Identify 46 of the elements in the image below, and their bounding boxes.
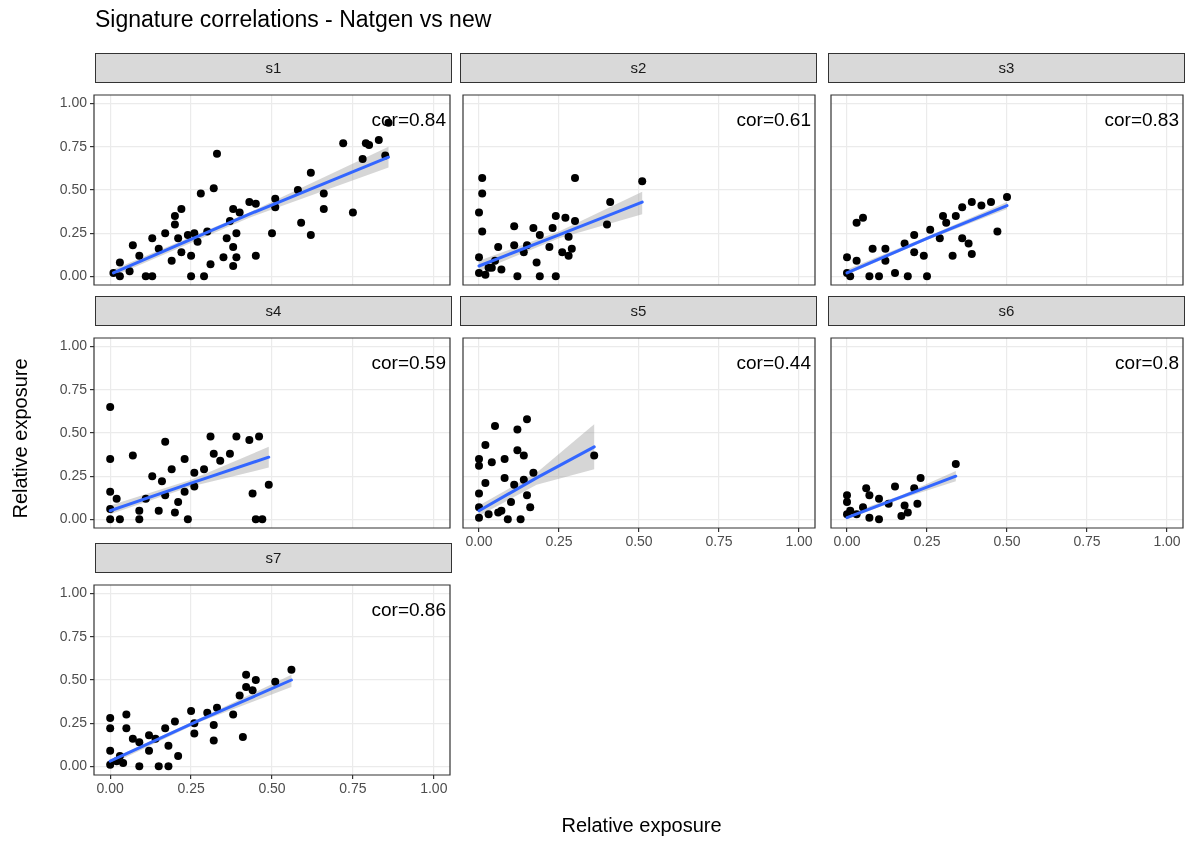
annotation: cor=0.59 — [371, 352, 446, 374]
chart-subtitle: s6 — [828, 296, 1185, 326]
x-tick-label: 1.00 — [1153, 533, 1181, 550]
y-tick-label: 0.75 — [59, 627, 88, 644]
y-tick-label: 0.00 — [59, 510, 88, 527]
y-tick-label: 1.00 — [59, 94, 88, 111]
y-axis-title: Relative exposure — [8, 357, 32, 521]
x-tick-label: 0.25 — [913, 533, 941, 550]
chart-subtitle: s3 — [828, 53, 1185, 83]
x-axis-title: Relative exposure — [560, 814, 723, 837]
x-tick-label: 0.50 — [258, 780, 286, 797]
y-tick-label: 0.00 — [59, 757, 88, 774]
x-tick-label: 0.25 — [177, 780, 205, 797]
y-tick-label: 0.50 — [59, 670, 88, 687]
x-tick-label: 0.00 — [465, 533, 493, 550]
y-tick-label: 0.75 — [59, 380, 88, 397]
y-tick-label: 0.25 — [59, 714, 88, 731]
x-tick-label: 0.25 — [545, 533, 573, 550]
x-tick-label: 0.00 — [96, 780, 125, 797]
y-tick-label: 0.50 — [59, 423, 88, 440]
chart-title: Signature correlations - Natgen vs new — [95, 6, 492, 33]
annotation: cor=0.61 — [736, 109, 811, 131]
y-tick-label: 1.00 — [59, 337, 88, 354]
chart-subtitle: s4 — [95, 296, 452, 326]
y-tick-label: 0.00 — [59, 267, 88, 284]
annotation: cor=0.86 — [371, 599, 446, 621]
annotation: cor=0.8 — [1115, 352, 1179, 374]
chart-subtitle: s5 — [460, 296, 817, 326]
chart-subtitle: s2 — [460, 53, 817, 83]
y-tick-label: 0.75 — [59, 137, 88, 154]
x-tick-label: 0.75 — [1073, 533, 1101, 550]
annotation: cor=0.44 — [736, 352, 812, 374]
x-tick-label: 0.75 — [339, 780, 367, 797]
y-tick-label: 0.25 — [59, 467, 88, 484]
chart-subtitle: s1 — [95, 53, 452, 83]
x-tick-label: 0.50 — [625, 533, 653, 550]
x-tick-label: 0.00 — [833, 533, 861, 550]
y-tick-label: 1.00 — [59, 584, 88, 601]
y-tick-label: 0.50 — [59, 180, 88, 197]
annotation: cor=0.83 — [1104, 109, 1179, 131]
y-tick-label: 0.25 — [59, 224, 88, 241]
x-tick-label: 0.50 — [993, 533, 1021, 550]
chart-subtitle: s7 — [95, 543, 452, 573]
x-tick-label: 1.00 — [420, 780, 448, 797]
x-tick-label: 0.75 — [705, 533, 733, 550]
x-tick-label: 1.00 — [785, 533, 813, 550]
